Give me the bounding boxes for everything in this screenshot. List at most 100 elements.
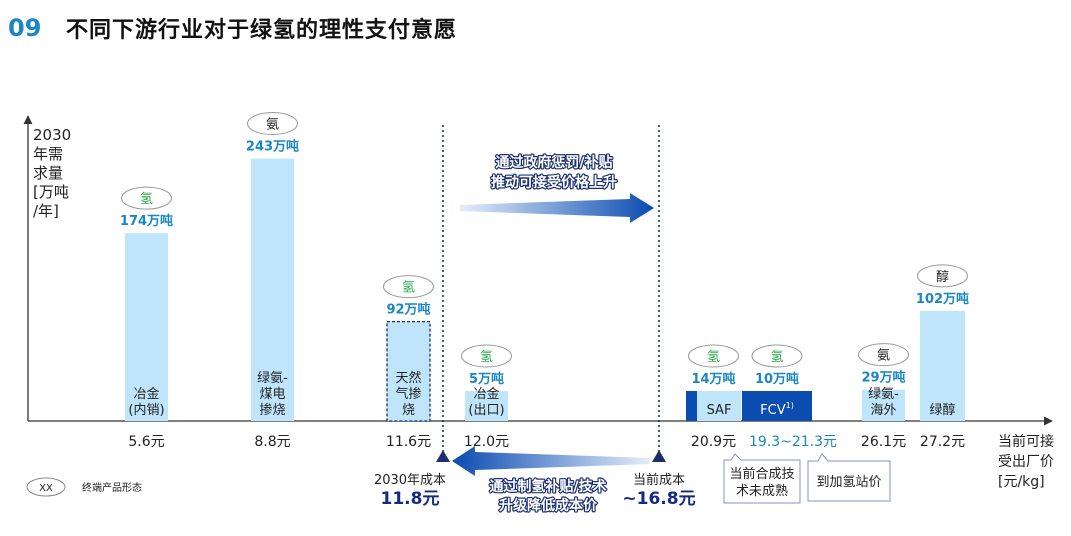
bar [920, 310, 965, 421]
bar-group: 冶金(内销) 174万吨 氢 5.6元 [120, 186, 173, 450]
y-axis-label: 年需 [33, 145, 63, 163]
bar-category-label: 掺烧 [259, 402, 285, 418]
price-tick-label: 19.3~21.3元 [749, 434, 837, 450]
product-form-icon-pill [751, 344, 803, 368]
bar-value-label: 243万吨 [246, 139, 299, 155]
bar-category-label: 绿氨- [868, 387, 899, 402]
legend-text: 终端产品形态 [82, 481, 142, 494]
product-form-icon-pill [383, 275, 434, 299]
bar-category-label: 冶金 [133, 386, 159, 402]
y-axis-label: 2030 [33, 126, 71, 144]
bar-group: SAF 14万吨 氢 20.9元 [686, 344, 741, 450]
cost-marker-triangle [652, 450, 666, 462]
price-tick-label: 20.9元 [691, 434, 736, 450]
bar-value-label: 92万吨 [386, 302, 430, 318]
bar [742, 391, 812, 421]
y-axis-label: 求量 [33, 164, 63, 182]
bar-category-label: SAF [707, 403, 732, 418]
cost-marker-value: 11.8元 [381, 489, 440, 509]
product-form-icon-pill [688, 344, 739, 368]
product-form-icon: 氢 [480, 350, 493, 365]
product-form-icon-pill [858, 343, 909, 367]
price-tick-label: 26.1元 [861, 434, 906, 450]
bar-category-label: 烧 [402, 403, 415, 418]
product-form-icon: 氢 [770, 350, 783, 365]
product-form-icon: 氢 [707, 350, 720, 365]
bar-category-label: 煤电 [259, 387, 285, 402]
product-form-icon: 氢 [402, 281, 415, 296]
product-form-icon-pill [461, 344, 512, 368]
bar-category-label: 冶金 [473, 386, 499, 402]
cost-marker-name: 2030年成本 [374, 473, 446, 488]
bar-value-label: 5万吨 [469, 371, 504, 387]
price-tick-label: 12.0元 [464, 434, 509, 450]
bar-category-label: 气掺 [395, 386, 421, 402]
legend-symbol-text: XX [39, 483, 53, 494]
arrow-right-text: 通过政府惩罚/补贴 [495, 154, 612, 171]
bar-group: 冶金(出口) 5万吨 氢 12.0元 [461, 344, 512, 450]
legend-symbol [26, 477, 66, 497]
bar-group: 绿醇 102万吨 醇 27.2元 [916, 264, 969, 450]
footnote-marker: 1) [786, 401, 794, 410]
y-axis-label: [万吨 [33, 183, 69, 201]
price-tick-label: 27.2元 [920, 434, 965, 450]
bar [251, 158, 294, 421]
x-axis-label: 受出厂价 [998, 454, 1054, 470]
bar [465, 391, 508, 421]
callout-text: 到加氢站价 [816, 475, 881, 490]
callout-box [723, 453, 801, 504]
cost-marker-name: 当前成本 [633, 472, 685, 488]
bar [125, 233, 168, 421]
price-tick-label: 5.6元 [128, 434, 164, 450]
price-tick-label: 11.6元 [386, 434, 431, 450]
bar [697, 391, 741, 421]
bar-category-label: 天然 [395, 370, 421, 386]
arrow-left-text: 通过制氢补贴/技术 [489, 478, 606, 495]
bar-category-label: (内销) [128, 402, 164, 418]
arrow-right-text: 推动可接受价格上升 [491, 174, 617, 191]
product-form-icon-pill [917, 264, 968, 288]
product-form-icon-pill [121, 186, 172, 210]
bar-category-label: FCV1) [760, 401, 794, 418]
cost-marker: 当前成本~16.8元 [622, 125, 696, 509]
cost-marker-triangle [436, 450, 450, 462]
bar-category-label: 绿醇 [929, 402, 955, 418]
section-number: 09 [8, 14, 42, 42]
bar-category-label: (出口) [468, 403, 504, 418]
x-axis-label: 当前可接 [998, 433, 1054, 450]
bar [862, 389, 905, 421]
bar-group: FCV1) 10万吨 氢 19.3~21.3元 [742, 344, 837, 450]
product-form-icon: 氨 [266, 118, 279, 133]
bar-group: 绿氨-海外 29万吨 氨 26.1元 [858, 343, 909, 450]
callout-text: 术未成熟 [736, 483, 788, 499]
callout-box [807, 453, 891, 502]
cost-marker-value: ~16.8元 [622, 489, 695, 509]
arrow-left [452, 446, 650, 476]
page-header: 09 不同下游行业对于绿氢的理性支付意愿 [8, 10, 457, 46]
bar-value-label: 29万吨 [861, 370, 905, 386]
x-axis-label: [元/kg] [998, 474, 1045, 490]
bars-layer: 冶金(内销)174万吨氢5.6元绿氨-煤电掺烧243万吨氨8.8元天然气掺烧92… [120, 112, 969, 450]
bar [386, 320, 431, 422]
bar-category-label: 绿氨- [257, 371, 288, 386]
arrow-right [460, 193, 654, 223]
bar-value-label: 14万吨 [691, 371, 735, 387]
product-form-icon: 氨 [877, 349, 890, 364]
callout-text: 当前合成技 [729, 466, 794, 482]
price-tick-label: 8.8元 [254, 434, 290, 450]
bar-value-label: 10万吨 [755, 371, 799, 387]
product-form-icon: 氢 [140, 192, 153, 207]
product-form-icon-pill [247, 112, 298, 136]
arrow-left-text: 升级降低成本价 [499, 497, 598, 514]
bar-value-label: 174万吨 [120, 213, 173, 229]
product-form-icon: 醇 [936, 269, 949, 285]
bar-value-label: 102万吨 [916, 291, 969, 307]
bar [686, 391, 697, 421]
